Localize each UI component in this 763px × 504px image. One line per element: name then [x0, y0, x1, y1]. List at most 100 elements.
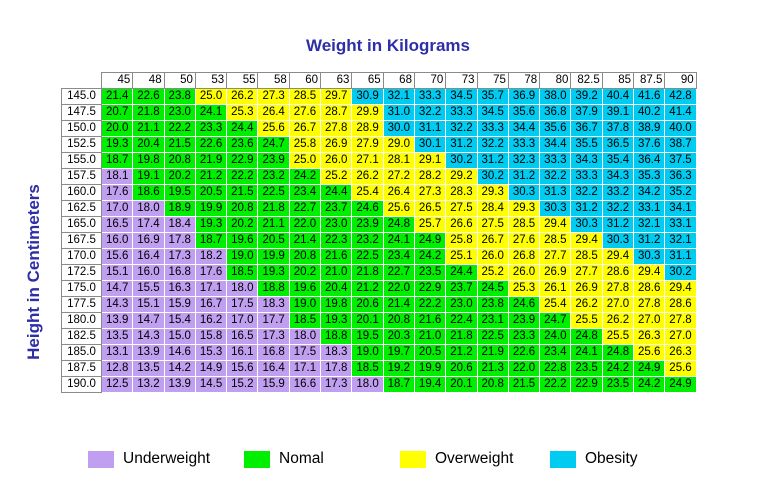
bmi-cell: 28.6: [602, 264, 634, 281]
bmi-cell: 32.2: [477, 136, 509, 153]
bmi-cell: 22.8: [539, 360, 571, 377]
bmi-cell: 17.4: [132, 216, 165, 233]
bmi-cell: 16.0: [101, 232, 133, 249]
bmi-cell: 25.2: [477, 264, 509, 281]
bmi-cell: 20.6: [351, 296, 384, 313]
height-header-cell: 182.5: [61, 328, 102, 345]
bmi-cell: 14.7: [101, 280, 133, 297]
weight-header-cell: 58: [257, 72, 290, 89]
bmi-cell: 26.9: [539, 264, 571, 281]
bmi-cell: 30.2: [664, 264, 697, 281]
bmi-cell: 32.3: [508, 152, 540, 169]
bmi-cell: 18.0: [289, 328, 321, 345]
bmi-cell: 25.0: [195, 88, 227, 105]
bmi-cell: 32.2: [570, 184, 603, 201]
bmi-cell: 30.9: [351, 88, 384, 105]
bmi-cell: 16.4: [257, 360, 290, 377]
weight-header-cell: 65: [351, 72, 384, 89]
bmi-cell: 22.2: [164, 120, 196, 137]
bmi-cell: 17.1: [289, 360, 321, 377]
bmi-cell: 28.6: [664, 296, 697, 313]
bmi-cell: 24.9: [633, 360, 665, 377]
bmi-cell: 24.6: [351, 200, 384, 217]
bmi-cell: 34.3: [570, 152, 603, 169]
bmi-cell: 24.4: [320, 184, 352, 201]
bmi-cell: 27.8: [664, 312, 697, 329]
bmi-cell: 21.5: [226, 184, 258, 201]
height-header-cell: 172.5: [61, 264, 102, 281]
bmi-cell: 24.2: [289, 168, 321, 185]
bmi-cell: 22.3: [320, 232, 352, 249]
bmi-cell: 33.2: [602, 184, 634, 201]
bmi-cell: 20.6: [445, 360, 478, 377]
bmi-cell: 37.8: [602, 120, 634, 137]
bmi-cell: 28.1: [383, 152, 415, 169]
bmi-cell: 30.3: [602, 232, 634, 249]
bmi-cell: 22.9: [226, 152, 258, 169]
bmi-cell: 30.2: [445, 152, 478, 169]
bmi-cell: 15.3: [195, 344, 227, 361]
bmi-cell: 30.2: [477, 168, 509, 185]
bmi-cell: 29.4: [602, 248, 634, 265]
bmi-cell: 19.2: [383, 360, 415, 377]
table-row: 162.5 17.0 18.0 18.9 19.9 20.8 21.8 22.7 23.7 24.…: [61, 200, 697, 217]
bmi-cell: 18.5: [351, 360, 384, 377]
weight-header-cell: 50: [163, 72, 196, 89]
bmi-cell: 19.1: [132, 168, 165, 185]
bmi-cell: 28.6: [633, 280, 665, 297]
bmi-cell: 36.9: [508, 88, 540, 105]
bmi-cell: 21.4: [383, 296, 415, 313]
bmi-cell: 24.2: [602, 360, 634, 377]
bmi-cell: 16.9: [132, 232, 165, 249]
bmi-cell: 18.8: [257, 280, 290, 297]
table-row: 170.0 15.6 16.4 17.3 18.2 19.0 19.9 20.8 21.6 22.…: [61, 248, 697, 265]
bmi-cell: 26.2: [602, 312, 634, 329]
legend-swatch: [244, 450, 270, 468]
bmi-cell: 22.4: [445, 312, 478, 329]
bmi-cell: 22.7: [289, 200, 321, 217]
bmi-cell: 41.6: [633, 88, 665, 105]
bmi-cell: 29.3: [477, 184, 509, 201]
bmi-cell: 20.8: [477, 376, 509, 393]
bmi-cell: 23.7: [320, 200, 352, 217]
bmi-cell: 21.5: [508, 376, 540, 393]
weight-header-cell: 60: [288, 72, 322, 89]
bmi-cell: 24.2: [414, 248, 446, 265]
bmi-cell: 29.4: [570, 232, 603, 249]
bmi-cell: 28.5: [570, 248, 603, 265]
bmi-cell: 26.9: [570, 280, 603, 297]
bmi-cell: 30.3: [508, 184, 540, 201]
bmi-cell: 27.6: [508, 232, 540, 249]
bmi-cell: 17.0: [226, 312, 258, 329]
bmi-cell: 31.0: [383, 104, 415, 121]
bmi-cell: 15.4: [164, 312, 196, 329]
height-header-cell: 167.5: [61, 232, 102, 249]
bmi-cell: 25.6: [383, 200, 415, 217]
bmi-cell: 16.8: [257, 344, 290, 361]
bmi-cell: 25.6: [664, 360, 697, 377]
bmi-cell: 30.3: [539, 200, 571, 217]
bmi-cell: 26.2: [570, 296, 603, 313]
bmi-cell: 31.2: [477, 152, 509, 169]
bmi-table: 45 48 50 53 55 58 60 63 65 68 70 73 75 78 80 82.5 85 87.5…: [61, 72, 697, 393]
bmi-cell: 34.5: [477, 104, 509, 121]
bmi-cell: 25.8: [445, 232, 478, 249]
table-row: 187.5 12.8 13.5 14.2 14.9 15.6 16.4 17.1 17.8 18.…: [61, 360, 697, 377]
bmi-cell: 13.9: [164, 376, 196, 393]
bmi-cell: 26.2: [351, 168, 384, 185]
bmi-cell: 35.7: [477, 88, 509, 105]
bmi-cell: 20.5: [195, 184, 227, 201]
bmi-cell: 28.5: [289, 88, 321, 105]
bmi-cell: 27.7: [570, 264, 603, 281]
table-row: 185.0 13.1 13.9 14.6 15.3 16.1 16.8 17.5 18.3 19.…: [61, 344, 697, 361]
bmi-cell: 16.7: [195, 296, 227, 313]
bmi-cell: 21.2: [351, 280, 384, 297]
bmi-cell: 19.6: [289, 280, 321, 297]
bmi-cell: 26.4: [383, 184, 415, 201]
bmi-cell: 34.1: [664, 200, 697, 217]
bmi-cell: 23.2: [351, 232, 384, 249]
legend-swatch: [550, 450, 576, 468]
bmi-cell: 23.9: [351, 216, 384, 233]
bmi-cell: 23.0: [320, 216, 352, 233]
bmi-cell: 30.3: [633, 248, 665, 265]
